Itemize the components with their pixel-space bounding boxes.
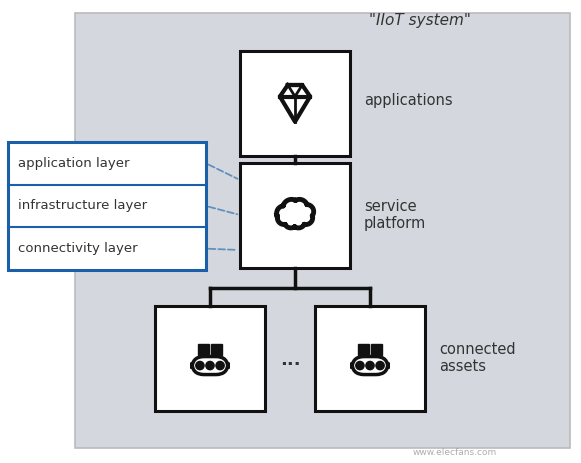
Circle shape (216, 362, 224, 369)
Text: www.elecfans.com: www.elecfans.com (413, 448, 497, 457)
Circle shape (299, 205, 314, 219)
FancyBboxPatch shape (192, 357, 228, 375)
Text: service
platform: service platform (364, 199, 426, 231)
Text: application layer: application layer (18, 157, 130, 170)
FancyBboxPatch shape (155, 306, 265, 411)
Circle shape (206, 362, 214, 369)
Circle shape (299, 211, 313, 225)
Text: "IIoT system": "IIoT system" (369, 13, 471, 27)
FancyBboxPatch shape (240, 163, 350, 268)
Circle shape (283, 200, 300, 217)
FancyBboxPatch shape (240, 50, 350, 156)
FancyBboxPatch shape (358, 344, 368, 355)
FancyBboxPatch shape (75, 13, 570, 448)
FancyBboxPatch shape (8, 142, 206, 270)
Circle shape (376, 362, 384, 369)
FancyBboxPatch shape (371, 344, 382, 355)
Circle shape (277, 206, 292, 221)
Circle shape (196, 362, 204, 369)
Text: ...: ... (279, 351, 300, 369)
FancyBboxPatch shape (211, 344, 223, 355)
Circle shape (366, 362, 374, 369)
FancyBboxPatch shape (277, 207, 313, 225)
Circle shape (291, 200, 307, 216)
Text: infrastructure layer: infrastructure layer (18, 200, 147, 213)
Text: connectivity layer: connectivity layer (18, 242, 138, 255)
Circle shape (356, 362, 364, 369)
Circle shape (284, 214, 297, 228)
FancyBboxPatch shape (315, 306, 425, 411)
Polygon shape (277, 200, 314, 228)
Text: applications: applications (364, 94, 453, 108)
FancyBboxPatch shape (198, 344, 209, 355)
Circle shape (277, 211, 291, 225)
Circle shape (292, 214, 305, 228)
Text: connected
assets: connected assets (439, 342, 515, 374)
FancyBboxPatch shape (352, 357, 388, 375)
